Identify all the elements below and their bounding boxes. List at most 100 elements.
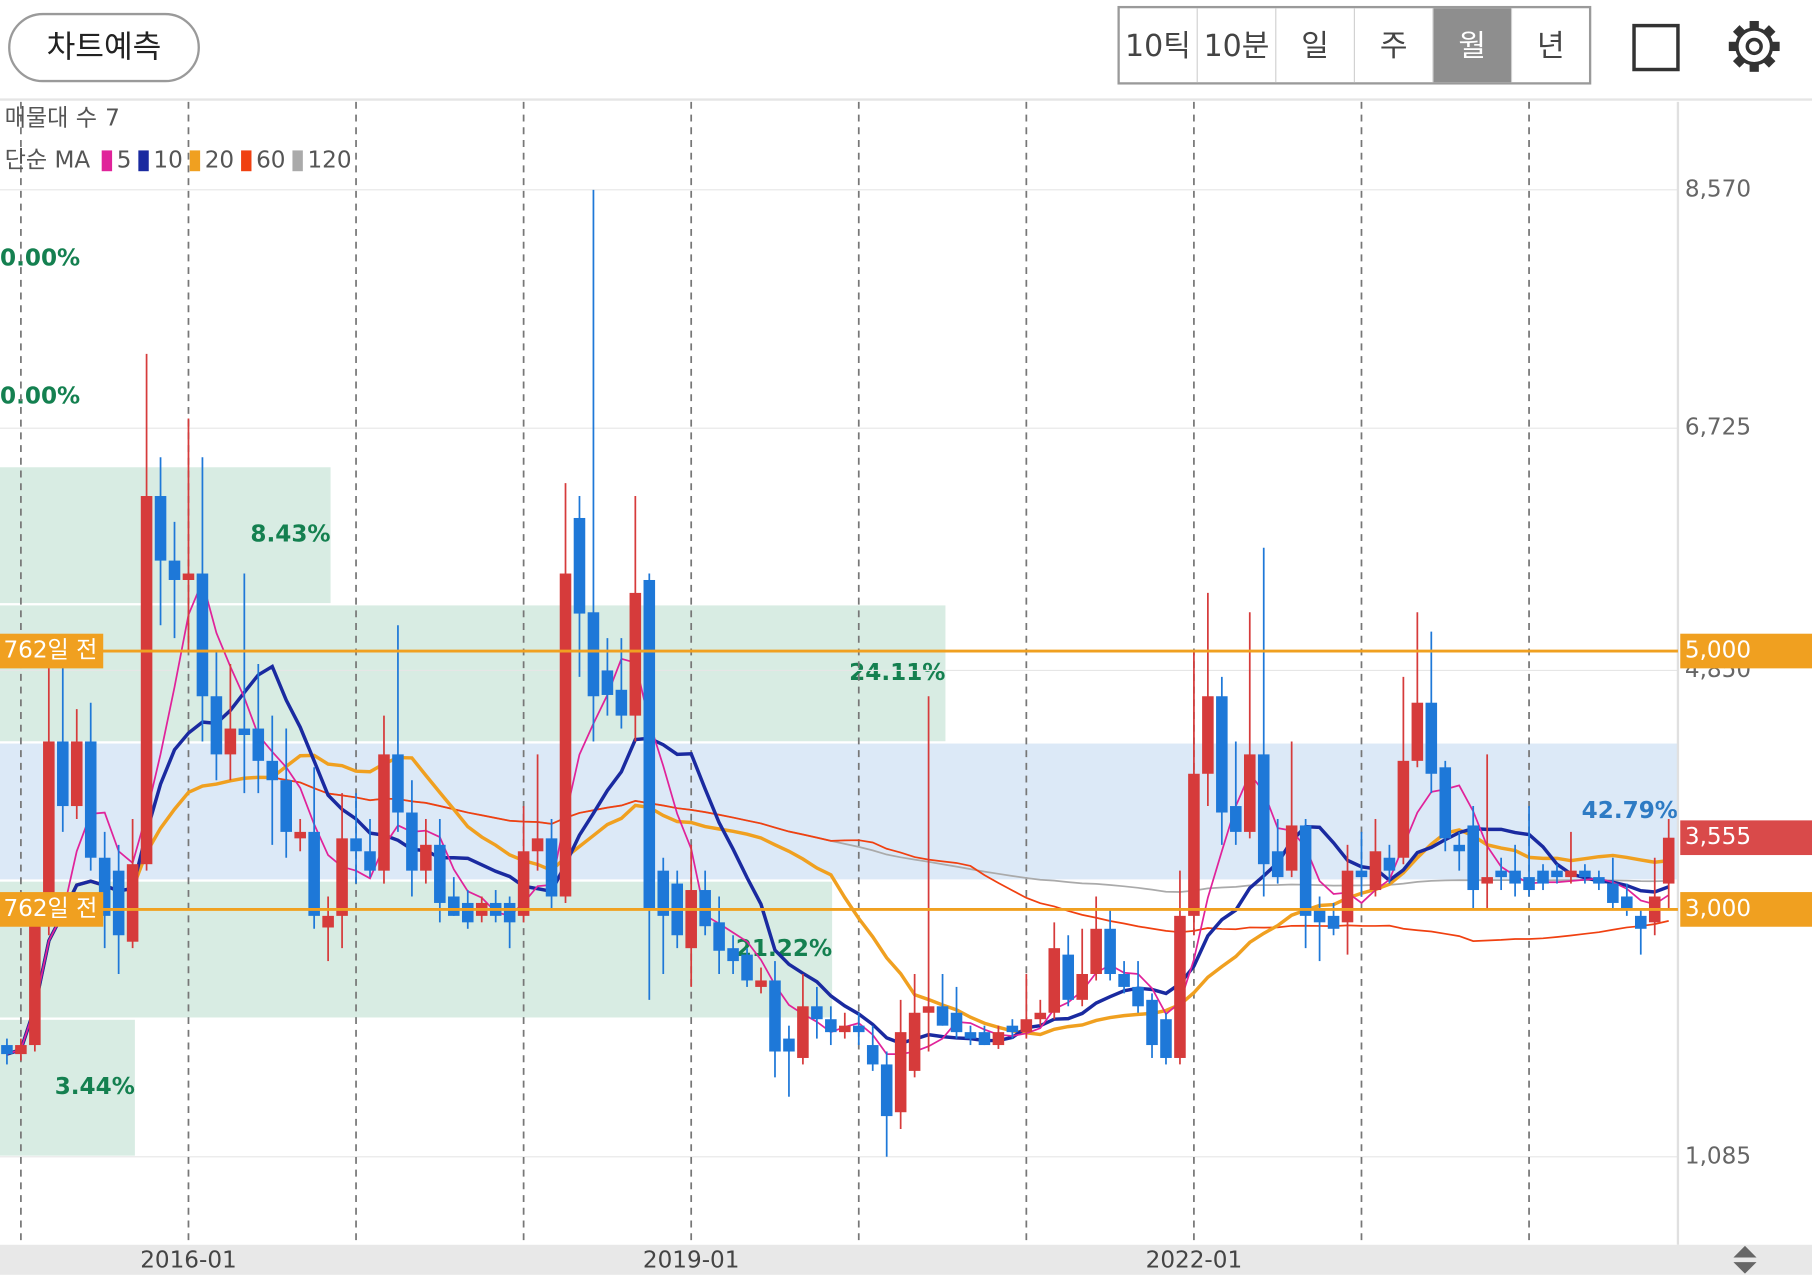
y-tick-label: 8,570 bbox=[1685, 176, 1751, 202]
candle-body bbox=[43, 741, 55, 923]
candle-body bbox=[1118, 974, 1130, 987]
candle-body bbox=[336, 838, 348, 916]
moving-average-line bbox=[6, 663, 1670, 1056]
candle-body bbox=[1062, 954, 1075, 1000]
candle-body bbox=[1202, 696, 1214, 774]
period-option[interactable]: 주 bbox=[1380, 29, 1408, 64]
volume-profile-band bbox=[0, 605, 946, 742]
candle-body bbox=[140, 496, 153, 865]
candle-body bbox=[587, 612, 600, 697]
moving-average-line bbox=[6, 753, 1669, 1056]
candle-body bbox=[364, 851, 376, 871]
candle-body bbox=[461, 902, 474, 923]
plot-area: 3.44%21.22%42.79%24.11%8.43%0.00%0.00%8,… bbox=[0, 101, 1812, 1245]
price-level-note: 762일 전 bbox=[3, 638, 97, 664]
candle-body bbox=[57, 741, 69, 807]
candle-body bbox=[294, 831, 306, 839]
price-level-note: 762일 전 bbox=[3, 896, 97, 922]
candle-body bbox=[1355, 870, 1368, 878]
candle-body bbox=[126, 864, 139, 942]
gear-tooth bbox=[1728, 41, 1739, 52]
candle-body bbox=[406, 812, 418, 871]
period-selected-bg bbox=[1432, 8, 1512, 83]
price-level-tag-label: 5,000 bbox=[1685, 638, 1751, 664]
ma-swatch bbox=[241, 150, 252, 172]
candle-body bbox=[1467, 825, 1479, 891]
candle-body bbox=[964, 1032, 977, 1039]
ma-period: 10 bbox=[153, 147, 182, 173]
predict-button-label[interactable]: 차트예측 bbox=[47, 30, 162, 66]
candle-body bbox=[866, 1045, 879, 1065]
candle-body bbox=[559, 573, 572, 897]
profile-label: 매물대 수 bbox=[5, 106, 97, 132]
candle-body bbox=[825, 1019, 837, 1033]
candle-body bbox=[936, 1006, 949, 1026]
candle-body bbox=[713, 922, 725, 951]
candle-body bbox=[1020, 1019, 1033, 1033]
candle-body bbox=[1, 1045, 13, 1055]
predict-button[interactable] bbox=[8, 12, 200, 83]
candle-body bbox=[378, 754, 390, 871]
x-tick-label: 2022-01 bbox=[1146, 1247, 1243, 1273]
candle-body bbox=[182, 573, 195, 580]
candle-body bbox=[880, 1064, 893, 1117]
candle-body bbox=[755, 980, 767, 987]
volume-profile-label: 0.00% bbox=[0, 245, 80, 271]
candle-body bbox=[1146, 999, 1158, 1046]
toolbar: 차트예측 10틱 10분 일 주 월 년 bbox=[0, 5, 1812, 101]
period-option[interactable]: 10틱 bbox=[1125, 29, 1191, 64]
ma-period: 60 bbox=[256, 147, 285, 173]
volume-profile-label: 42.79% bbox=[1582, 798, 1678, 824]
volume-profile-label: 0.00% bbox=[0, 384, 80, 410]
candle-body bbox=[839, 1025, 851, 1033]
candle-body bbox=[1369, 851, 1382, 891]
scroll-handle[interactable] bbox=[1733, 1245, 1757, 1274]
candle-body bbox=[629, 592, 642, 716]
current-price-label: 3,555 bbox=[1685, 824, 1751, 850]
ma-swatch bbox=[292, 150, 303, 172]
candle-body bbox=[1495, 870, 1507, 878]
candle-body bbox=[811, 1006, 823, 1020]
candle-body bbox=[741, 954, 753, 981]
candle-body bbox=[1257, 754, 1270, 865]
candle-body bbox=[1271, 851, 1284, 878]
candle-body bbox=[392, 754, 404, 813]
fullscreen-toggle[interactable] bbox=[1632, 23, 1680, 72]
candle-body bbox=[280, 780, 293, 832]
scroll-arrows[interactable] bbox=[1733, 1245, 1757, 1274]
candle-body bbox=[783, 1038, 795, 1052]
ma-period: 120 bbox=[307, 147, 351, 173]
gear-tooth bbox=[1732, 25, 1747, 39]
period-option[interactable]: 일 bbox=[1301, 29, 1329, 64]
period-option[interactable]: 월 bbox=[1458, 29, 1486, 64]
moving-average-line bbox=[6, 776, 1669, 1055]
gear-tooth bbox=[1749, 20, 1759, 31]
ma-swatch bbox=[138, 150, 149, 172]
candle-body bbox=[168, 560, 181, 580]
candle-body bbox=[1090, 928, 1102, 975]
ma-period: 5 bbox=[117, 147, 132, 173]
candle-body bbox=[922, 1006, 935, 1013]
candle-body bbox=[1453, 844, 1466, 852]
period-option[interactable]: 10분 bbox=[1204, 29, 1270, 64]
period-option[interactable]: 년 bbox=[1537, 29, 1565, 64]
gear-tooth bbox=[1732, 54, 1747, 68]
candle-body bbox=[322, 915, 334, 928]
candle-body bbox=[531, 838, 544, 852]
candle-body bbox=[29, 922, 41, 1046]
candle-body bbox=[657, 870, 670, 916]
candle-body bbox=[685, 890, 697, 949]
candle-body bbox=[978, 1032, 991, 1046]
candle-body bbox=[84, 741, 97, 858]
candle-body bbox=[1425, 702, 1438, 774]
candle-body bbox=[503, 902, 516, 923]
gear-hub bbox=[1745, 37, 1763, 56]
candle-body bbox=[252, 728, 265, 761]
candle-body bbox=[950, 1012, 963, 1033]
legend: 매물대 수 7 단순 MA 5 10 20 60 120 bbox=[5, 106, 352, 174]
price-level-tag bbox=[1680, 892, 1812, 927]
candle-body bbox=[98, 857, 111, 916]
candle-body bbox=[1523, 877, 1535, 891]
candle-body bbox=[308, 831, 320, 916]
